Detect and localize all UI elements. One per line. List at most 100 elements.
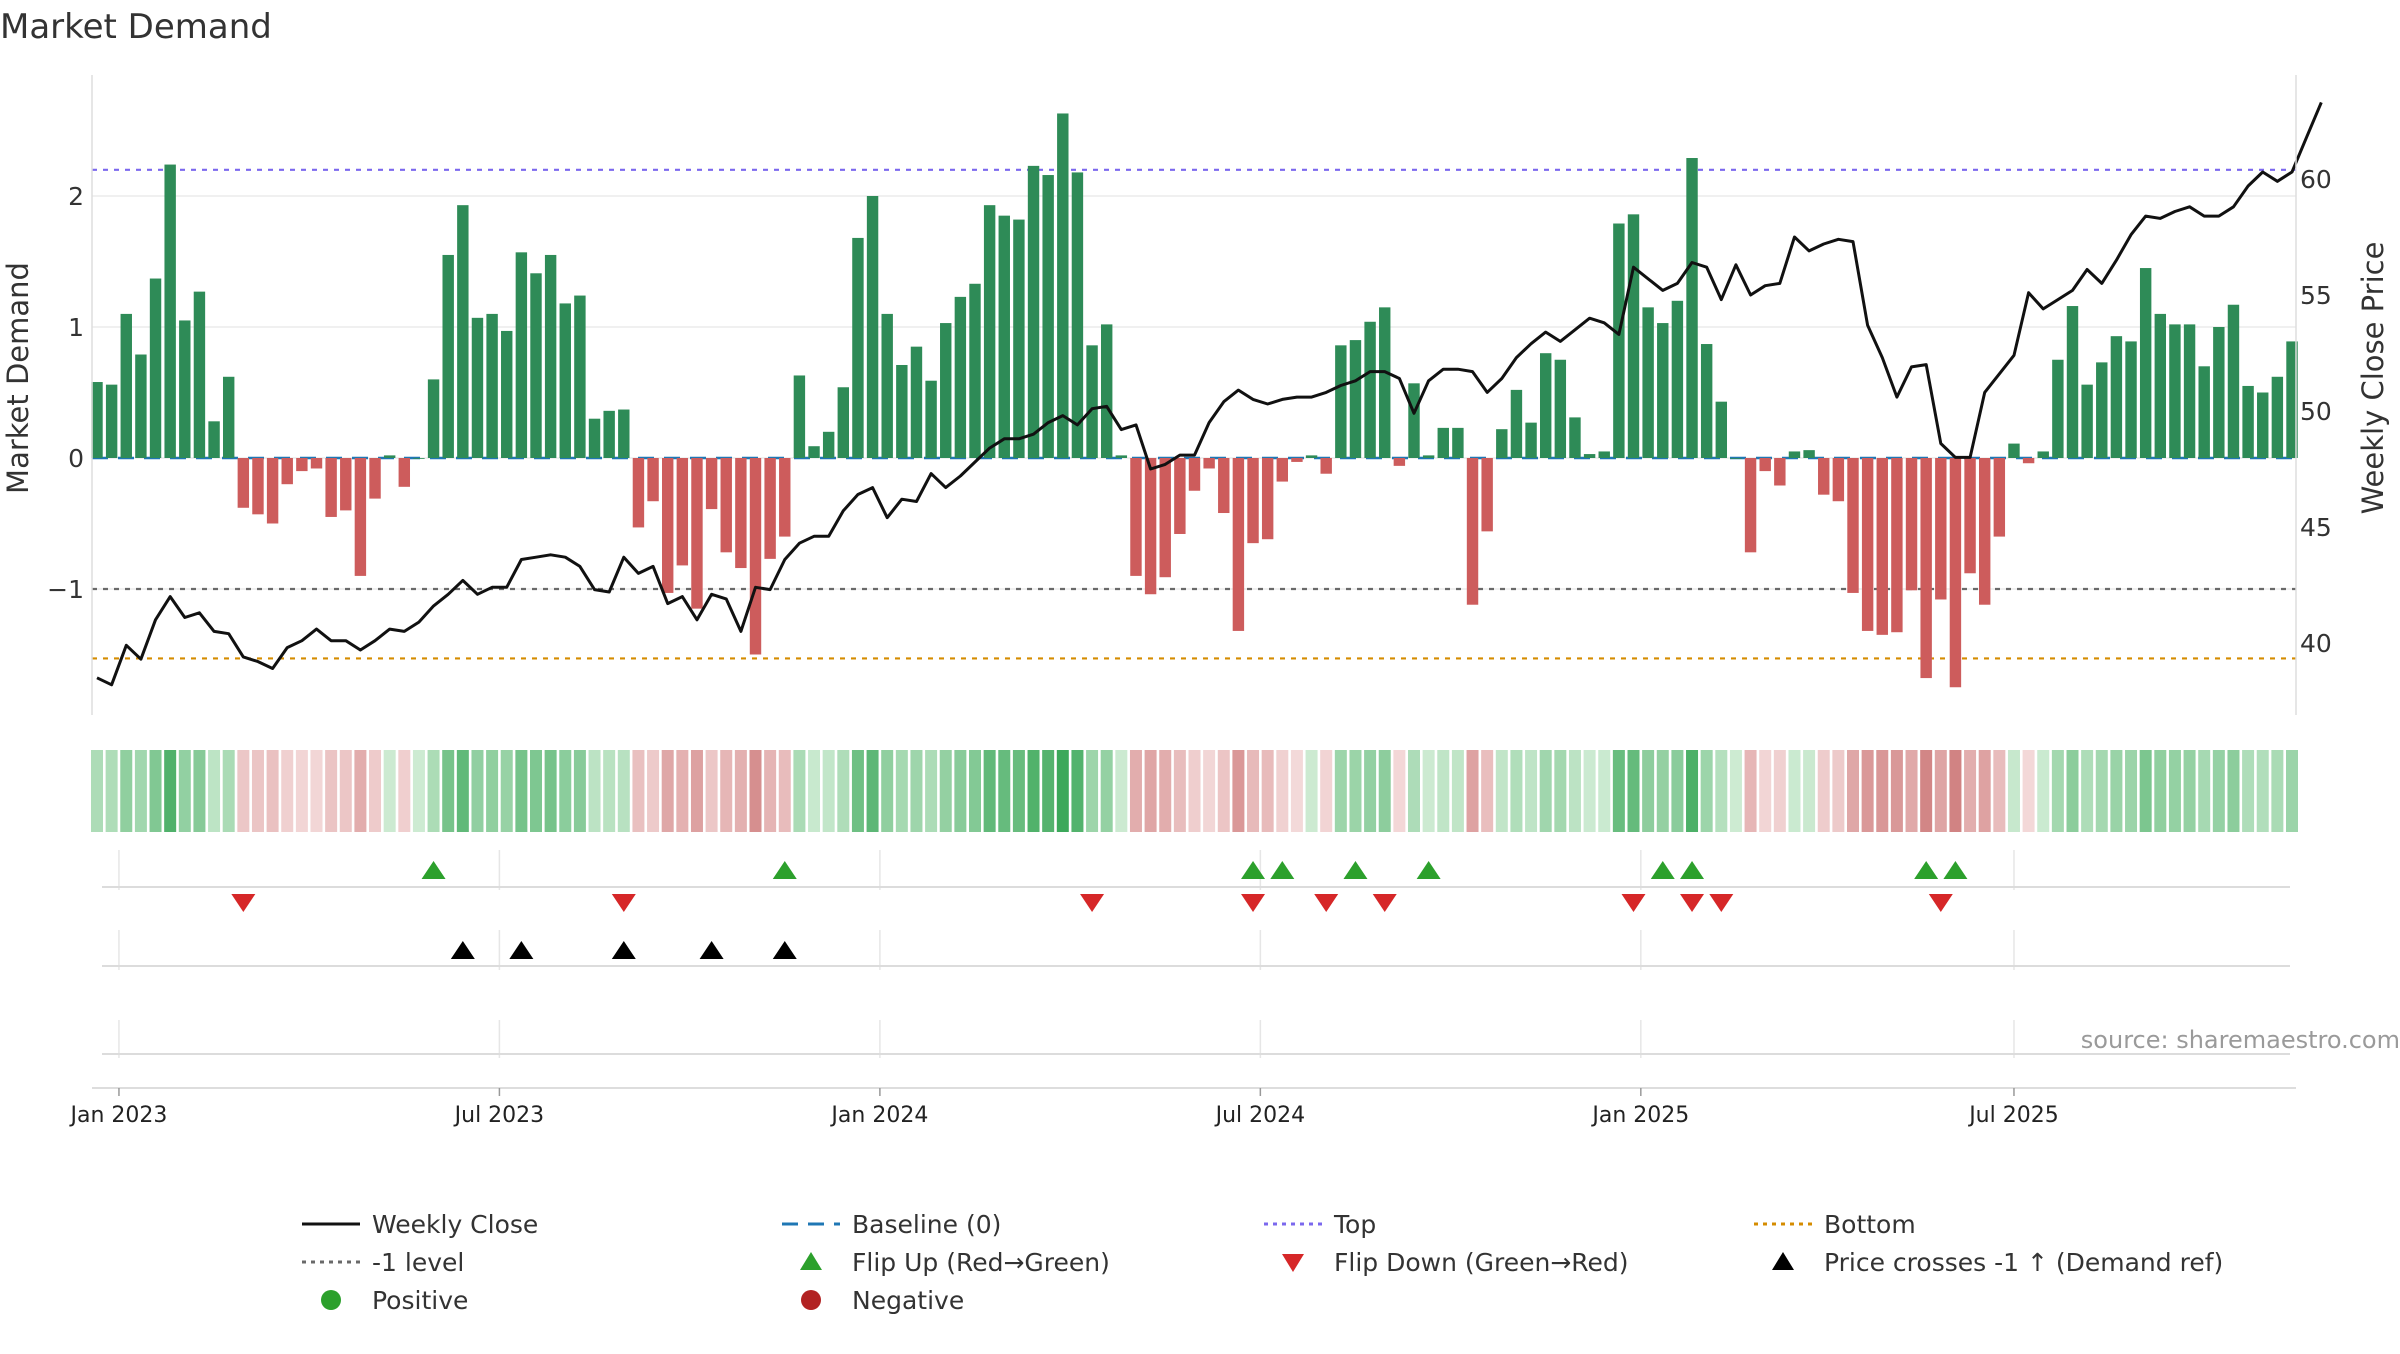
legend-label: Price crosses -1 ↑ (Demand ref) <box>1824 1247 2224 1277</box>
right-tick-label: 45 <box>2300 513 2332 542</box>
heat-cell <box>412 750 425 832</box>
heat-cell <box>2227 750 2240 832</box>
axes: 2 1 0 −1 60 55 50 45 40 <box>47 75 2332 715</box>
heat-cell <box>1598 750 1611 832</box>
demand-bar <box>559 303 571 458</box>
demand-bar <box>925 380 937 458</box>
demand-bar <box>1291 458 1303 462</box>
demand-bar <box>588 418 601 458</box>
flip-down-marker <box>1080 894 1105 912</box>
demand-bar <box>808 446 820 458</box>
demand-bar <box>2198 366 2210 458</box>
demand-bar <box>135 354 147 458</box>
heat-cell <box>281 750 294 832</box>
heat-cell <box>939 750 952 832</box>
demand-bar <box>1071 172 1084 459</box>
heat-cell <box>1890 750 1903 832</box>
flip-up-marker <box>1343 861 1368 879</box>
demand-bar <box>413 458 425 459</box>
heat-cell <box>1627 750 1640 832</box>
heat-cell <box>647 750 660 832</box>
price-cross-marker <box>509 941 534 959</box>
heat-cell <box>676 750 689 832</box>
demand-bar <box>2110 336 2123 458</box>
heat-cell <box>1700 750 1713 832</box>
flip-down-marker <box>1314 894 1339 912</box>
price-series <box>96 101 2323 687</box>
flip-down-marker <box>1372 894 1397 912</box>
heat-cell <box>2081 750 2094 832</box>
heat-cell <box>120 750 133 832</box>
demand-bar <box>1847 458 1859 593</box>
legend-item: Flip Down (Green→Red) <box>1262 1246 1629 1278</box>
heat-cell <box>866 750 879 832</box>
heat-cell <box>1261 750 1274 832</box>
chart-title: Market Demand <box>0 7 272 47</box>
price-cross-marker <box>699 941 724 959</box>
flip-up-marker <box>1270 861 1295 879</box>
heat-cell <box>1408 750 1420 832</box>
demand-bar <box>822 431 835 458</box>
heat-cell <box>983 750 996 832</box>
heat-cell <box>1320 750 1333 832</box>
flip-up-marker <box>1914 861 1939 879</box>
heat-cell <box>1949 750 1962 832</box>
demand-bar <box>1613 223 1625 458</box>
x-tick-label: Jul 2025 <box>1967 1103 2059 1128</box>
demand-bar <box>1042 175 1054 459</box>
heat-cell <box>1686 750 1699 832</box>
demand-bar <box>2008 443 2020 458</box>
demand-bar <box>1949 458 1962 688</box>
heat-cell <box>383 750 396 832</box>
demand-bar <box>120 313 132 458</box>
demand-bar <box>983 205 996 458</box>
demand-bar <box>574 295 586 458</box>
demand-bar <box>661 458 674 593</box>
demand-bar <box>1247 458 1259 544</box>
heat-cell <box>2198 750 2211 832</box>
demand-bar <box>1569 417 1581 458</box>
demand-bar <box>705 458 718 510</box>
demand-bar <box>1642 307 1654 458</box>
demand-bar <box>1788 451 1801 458</box>
heat-cell <box>2212 750 2225 832</box>
heat-cell <box>954 750 967 832</box>
demand-bar <box>2257 392 2269 458</box>
heat-cell <box>881 750 894 832</box>
demand-bar <box>354 458 367 576</box>
demand-bar <box>2183 324 2196 458</box>
heat-cell <box>310 750 323 832</box>
demand-bar <box>149 278 162 458</box>
heat-cell <box>2271 750 2284 832</box>
heat-cell <box>1817 750 1830 832</box>
legend-item: Price crosses -1 ↑ (Demand ref) <box>1752 1246 2223 1278</box>
demand-bar <box>1818 458 1830 495</box>
demand-bar <box>969 283 981 458</box>
heat-cell <box>793 750 806 832</box>
demand-bar <box>1086 345 1098 458</box>
heat-cell <box>1905 750 1918 832</box>
demand-bar <box>676 458 689 566</box>
weekly-close-line <box>96 101 2323 687</box>
demand-bar <box>735 458 747 569</box>
x-axis: Jan 2023 Jul 2023 Jan 2024 Jul 2024 Jan 2025… <box>68 1087 2296 1128</box>
heat-cell <box>661 750 674 832</box>
left-tick-label: 1 <box>68 313 84 342</box>
heat-cell <box>1481 750 1494 832</box>
demand-bar <box>1832 458 1845 502</box>
heat-cell <box>1129 750 1142 832</box>
demand-bar <box>398 458 411 487</box>
heat-cell <box>1115 750 1128 832</box>
demand-bar <box>1408 383 1420 458</box>
heat-cell <box>1422 750 1435 832</box>
heat-cell <box>1042 750 1055 832</box>
price-cross-marker <box>772 941 797 959</box>
demand-bar <box>1305 455 1318 458</box>
flip-up-marker <box>1241 861 1266 879</box>
heat-cell <box>178 750 191 832</box>
heat-cell <box>2066 750 2079 832</box>
heat-cell <box>2139 750 2152 832</box>
x-tick-label: Jan 2025 <box>1590 1103 1689 1128</box>
legend-label: -1 level <box>372 1247 465 1277</box>
demand-bar <box>2271 376 2284 458</box>
